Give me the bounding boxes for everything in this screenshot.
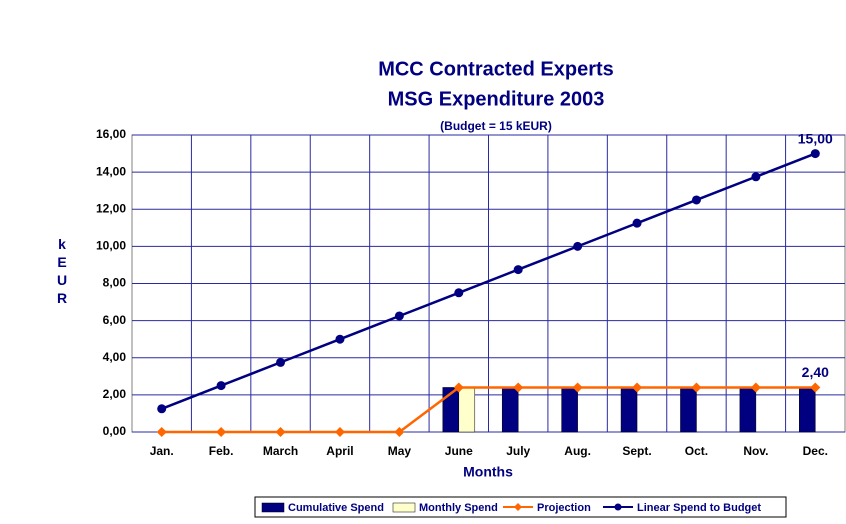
marker [513, 382, 524, 393]
bar [501, 387, 519, 433]
x-tick-label: April [326, 444, 353, 458]
marker [276, 357, 286, 367]
y-tick-label: 6,00 [103, 313, 127, 327]
marker [573, 241, 583, 251]
x-tick-label: Feb. [209, 444, 234, 458]
legend-marker [514, 503, 522, 511]
y-tick-label: 16,00 [96, 127, 126, 141]
x-tick-label: June [445, 444, 473, 458]
y-tick-label: 4,00 [103, 350, 127, 364]
y-tick-label: 10,00 [96, 239, 126, 253]
bar [799, 387, 816, 433]
bar [620, 387, 638, 433]
legend-marker [614, 503, 622, 511]
marker [691, 382, 702, 393]
legend-swatch [261, 502, 285, 513]
marker [156, 427, 167, 437]
data-label: 2,40 [802, 364, 829, 380]
legend-label: Linear Spend to Budget [637, 502, 761, 514]
x-axis-label: Months [463, 464, 513, 480]
marker [335, 334, 345, 344]
chart-note: (Budget = 15 kEUR) [440, 119, 552, 133]
marker [632, 382, 643, 393]
bar [680, 387, 697, 433]
x-tick-label: May [388, 444, 412, 458]
x-tick-label: July [506, 444, 530, 458]
x-tick-label: Nov. [743, 444, 768, 458]
marker [216, 381, 226, 391]
y-tick-label: 0,00 [103, 424, 127, 438]
bar [561, 387, 578, 433]
chart-subtitle: MSG Expenditure 2003 [388, 88, 605, 110]
x-tick-label: Oct. [685, 444, 708, 458]
y-tick-label: 14,00 [96, 164, 126, 178]
legend-swatch [392, 502, 416, 513]
marker [810, 149, 820, 159]
x-tick-label: Aug. [564, 444, 591, 458]
line [161, 152, 816, 410]
bar [458, 387, 476, 433]
marker [632, 218, 642, 228]
marker [453, 382, 464, 393]
chart-title: MCC Contracted Experts [378, 58, 614, 80]
x-tick-label: Dec. [803, 444, 828, 458]
y-axis-label: kEUR [54, 236, 70, 308]
marker [572, 382, 583, 393]
y-tick-label: 12,00 [96, 201, 126, 215]
legend-label: Monthly Spend [419, 502, 498, 514]
marker [751, 172, 761, 182]
legend-label: Projection [537, 502, 591, 514]
data-label: 15,00 [798, 130, 833, 146]
marker [513, 265, 523, 275]
bar [739, 387, 757, 433]
marker [454, 288, 464, 298]
line [161, 386, 816, 434]
y-tick-label: 8,00 [103, 276, 127, 290]
marker [691, 195, 701, 205]
marker [394, 427, 405, 437]
x-tick-label: Sept. [622, 444, 651, 458]
legend-label: Cumulative Spend [288, 502, 384, 514]
marker [216, 427, 227, 437]
marker [157, 404, 167, 414]
y-tick-label: 2,00 [103, 387, 127, 401]
marker [810, 382, 821, 393]
x-tick-label: March [263, 444, 298, 458]
x-tick-label: Jan. [150, 444, 174, 458]
marker [750, 382, 761, 393]
marker [334, 427, 345, 437]
marker [394, 311, 404, 321]
marker [275, 427, 286, 437]
